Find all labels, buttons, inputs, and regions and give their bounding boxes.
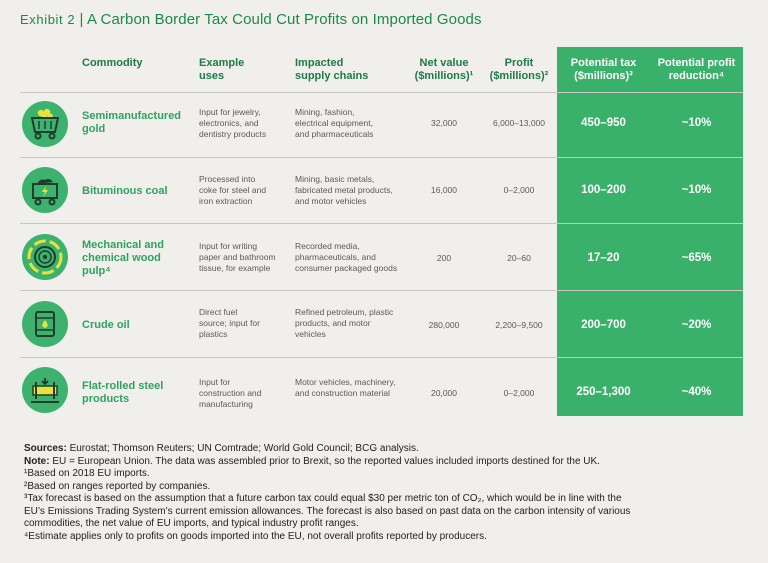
example-uses: Input for jewelry, electronics, and dentis… bbox=[199, 107, 267, 139]
footnote-3a: ³Tax forecast is based on the assumption… bbox=[24, 493, 622, 504]
profit-range: 0–2,000 bbox=[503, 388, 535, 398]
table-row: Mechanical and chemical wood pulp⁴ Input f… bbox=[0, 224, 768, 288]
profit-range: 20–60 bbox=[507, 253, 531, 263]
table-row: Bituminous coal Processed into coke for s… bbox=[0, 158, 768, 222]
exhibit-label: Exhibit 2 bbox=[20, 12, 76, 27]
supply-chains: Recorded media, pharmaceuticals, and consu… bbox=[295, 241, 398, 273]
tax-highlight-band bbox=[557, 47, 743, 416]
header-example-uses: Example uses bbox=[199, 57, 245, 82]
footnote-3b: EU’s Emissions Trading System’s current … bbox=[24, 505, 631, 517]
wood-log-icon bbox=[22, 234, 68, 280]
potential-tax: 450–950 bbox=[581, 117, 626, 129]
exhibit-separator: | bbox=[79, 11, 84, 28]
exhibit-title: Exhibit 2 | A Carbon Border Tax Could Cu… bbox=[20, 11, 482, 28]
profit-reduction: ~10% bbox=[681, 117, 712, 129]
example-uses: Direct fuel source; input for plastics bbox=[199, 307, 260, 339]
profit-reduction: ~40% bbox=[681, 386, 712, 398]
row-divider bbox=[20, 223, 743, 224]
commodity-name: Mechanical and chemical wood pulp⁴ bbox=[82, 239, 164, 277]
footnote-2: ²Based on ranges reported by companies. bbox=[24, 480, 211, 492]
net-value: 200 bbox=[436, 253, 452, 263]
footnotes: Sources: Eurostat; Thomson Reuters; UN C… bbox=[24, 443, 744, 543]
header-profit-reduction: Potential profit reduction⁴ bbox=[657, 57, 736, 82]
potential-tax: 17–20 bbox=[587, 252, 620, 264]
sources-line: Sources: Eurostat; Thomson Reuters; UN C… bbox=[24, 443, 419, 454]
example-uses: Processed into coke for steel and iron ext… bbox=[199, 174, 267, 206]
coal-cart-icon bbox=[22, 167, 68, 213]
potential-tax: 200–700 bbox=[581, 319, 626, 331]
profit-reduction: ~20% bbox=[681, 319, 712, 331]
row-divider bbox=[20, 157, 743, 158]
commodity-name: Crude oil bbox=[82, 319, 130, 331]
potential-tax: 250–1,300 bbox=[576, 386, 631, 398]
gold-cart-icon bbox=[22, 101, 68, 147]
row-divider bbox=[20, 290, 743, 291]
commodity-name: Flat-rolled steel products bbox=[82, 380, 164, 405]
oil-barrel-icon bbox=[22, 301, 68, 347]
table-row: Semimanufactured gold Input for jewelry, e… bbox=[0, 93, 768, 157]
profit-reduction: ~10% bbox=[681, 184, 712, 196]
commodity-name: Semimanufactured gold bbox=[82, 110, 182, 135]
supply-chains: Motor vehicles, machinery, and constructi… bbox=[295, 377, 396, 398]
profit-reduction: ~65% bbox=[681, 252, 712, 264]
net-value: 20,000 bbox=[431, 388, 457, 398]
header-commodity: Commodity bbox=[82, 57, 143, 69]
note-line: Note: EU = European Union. The data was … bbox=[24, 455, 600, 467]
row-divider bbox=[20, 92, 743, 93]
table-row: Flat-rolled steel products Input for const… bbox=[0, 358, 768, 422]
footnote-4: ⁴Estimate applies only to profits on goo… bbox=[24, 530, 487, 542]
exhibit-heading: A Carbon Border Tax Could Cut Profits on… bbox=[87, 11, 482, 28]
potential-tax: 100–200 bbox=[581, 184, 626, 196]
example-uses: Input for construction and manufacturing bbox=[199, 377, 262, 409]
net-value: 32,000 bbox=[431, 118, 457, 128]
header-supply-chains: Impacted supply chains bbox=[295, 57, 369, 82]
steel-roll-icon bbox=[22, 367, 68, 413]
profit-range: 0–2,000 bbox=[503, 185, 535, 195]
net-value: 280,000 bbox=[428, 320, 460, 330]
footnote-1: ¹Based on 2018 EU imports. bbox=[24, 468, 150, 479]
supply-chains: Refined petroleum, plastic products, and … bbox=[295, 307, 394, 339]
commodity-name: Bituminous coal bbox=[82, 185, 168, 197]
footnote-3c: commodities, the net value of EU imports… bbox=[24, 518, 359, 529]
net-value: 16,000 bbox=[431, 185, 457, 195]
header-potential-tax: Potential tax ($millions)³ bbox=[570, 57, 637, 82]
table-row: Crude oil Direct fuel source; input for pl… bbox=[0, 291, 768, 355]
header-net-value: Net value ($millions)¹ bbox=[414, 57, 474, 82]
row-divider bbox=[20, 357, 743, 358]
supply-chains: Mining, basic metals, fabricated metal pr… bbox=[295, 174, 393, 206]
example-uses: Input for writing paper and bathroom tissu… bbox=[199, 241, 276, 273]
profit-range: 6,000–13,000 bbox=[493, 118, 545, 128]
supply-chains: Mining, fashion, electrical equipment, and… bbox=[295, 107, 374, 139]
profit-range: 2,200–9,500 bbox=[495, 320, 543, 330]
header-profit: Profit ($millions)² bbox=[489, 57, 549, 82]
